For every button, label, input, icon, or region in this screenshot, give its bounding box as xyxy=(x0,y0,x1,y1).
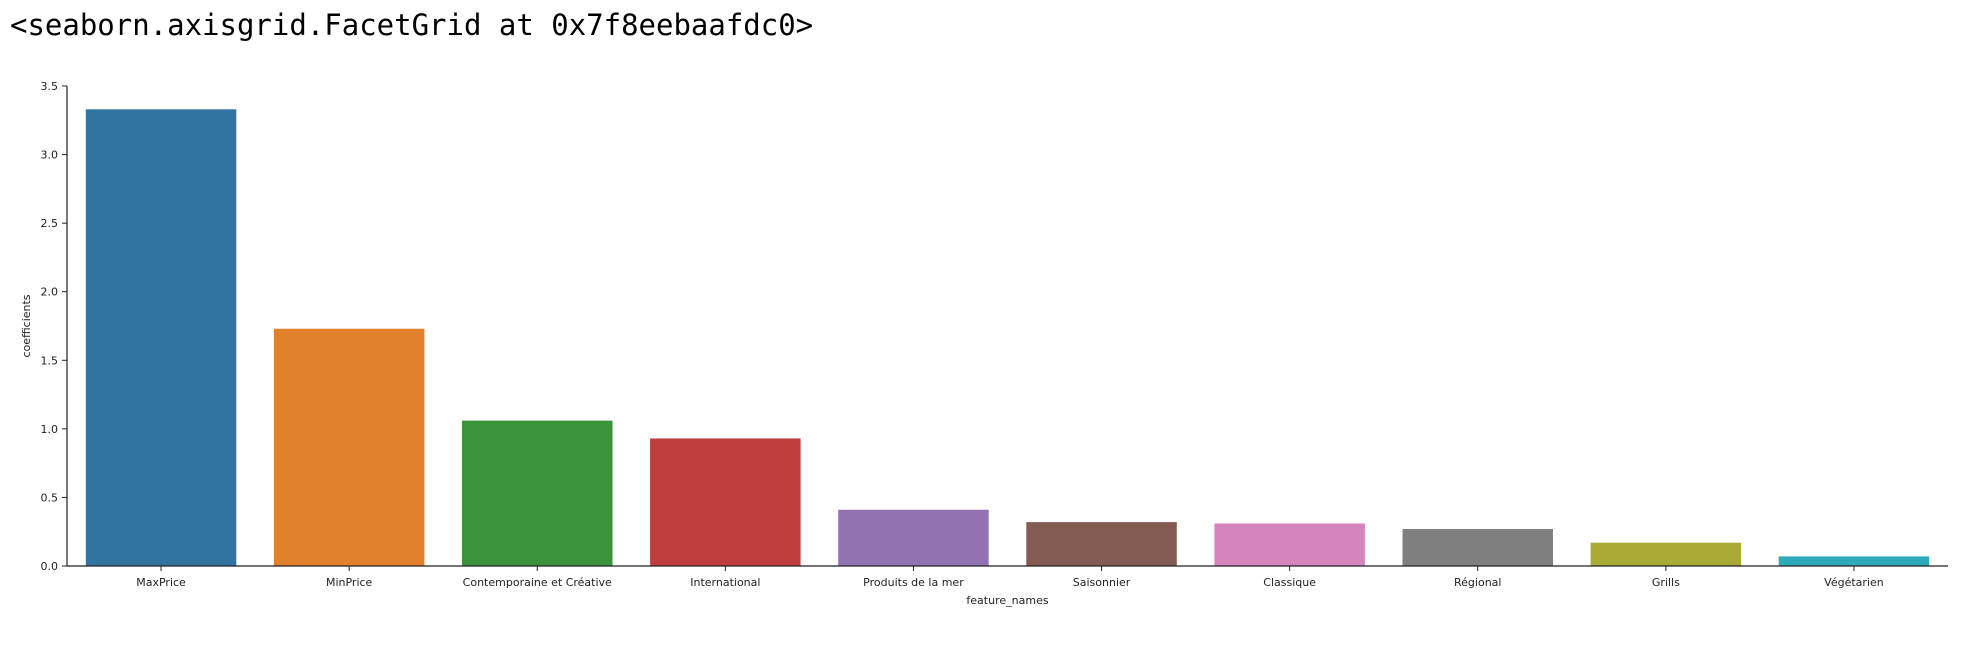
x-tick-label-5: Saisonnier xyxy=(1073,576,1131,589)
y-tick-label-3: 1.5 xyxy=(41,354,59,367)
x-axis: MaxPrice MinPrice Contemporaine et Créativ… xyxy=(67,565,1948,589)
y-axis: 0.0 0.5 1.0 1.5 2.0 2.5 3.0 3.5 xyxy=(41,80,68,573)
bar-7 xyxy=(1402,528,1553,566)
x-tick-label-8: Grills xyxy=(1652,576,1680,589)
y-tick-label-1: 0.5 xyxy=(41,491,59,504)
bar-9 xyxy=(1778,556,1930,566)
y-tick-label-2: 1.0 xyxy=(41,423,59,436)
bars-group xyxy=(85,109,1930,566)
y-tick-label-0: 0.0 xyxy=(41,560,59,573)
cell-output-repr: <seaborn.axisgrid.FacetGrid at 0x7f8eeba… xyxy=(10,8,814,42)
x-tick-label-9: Végétarien xyxy=(1824,576,1884,589)
x-tick-label-4: Produits de la mer xyxy=(863,576,964,589)
y-tick-label-7: 3.5 xyxy=(41,80,59,93)
y-tick-label-5: 2.5 xyxy=(41,217,59,230)
x-tick-label-7: Régional xyxy=(1454,576,1501,589)
x-tick-label-3: International xyxy=(690,576,760,589)
bar-2 xyxy=(462,420,613,566)
x-tick-label-1: MinPrice xyxy=(326,576,373,589)
bar-5 xyxy=(1026,522,1177,566)
y-axis-label: coefficients xyxy=(20,294,33,357)
x-tick-label-2: Contemporaine et Créative xyxy=(463,576,612,589)
bar-6 xyxy=(1214,523,1365,566)
bar-8 xyxy=(1590,542,1742,566)
bar-1 xyxy=(273,328,425,566)
y-tick-label-6: 3.0 xyxy=(41,149,59,162)
bar-3 xyxy=(650,438,801,566)
bar-0 xyxy=(85,109,237,566)
x-axis-label: feature_names xyxy=(966,594,1048,607)
bar-4 xyxy=(838,509,989,566)
x-tick-label-6: Classique xyxy=(1263,576,1316,589)
x-tick-label-0: MaxPrice xyxy=(136,576,186,589)
y-tick-label-4: 2.0 xyxy=(41,286,59,299)
